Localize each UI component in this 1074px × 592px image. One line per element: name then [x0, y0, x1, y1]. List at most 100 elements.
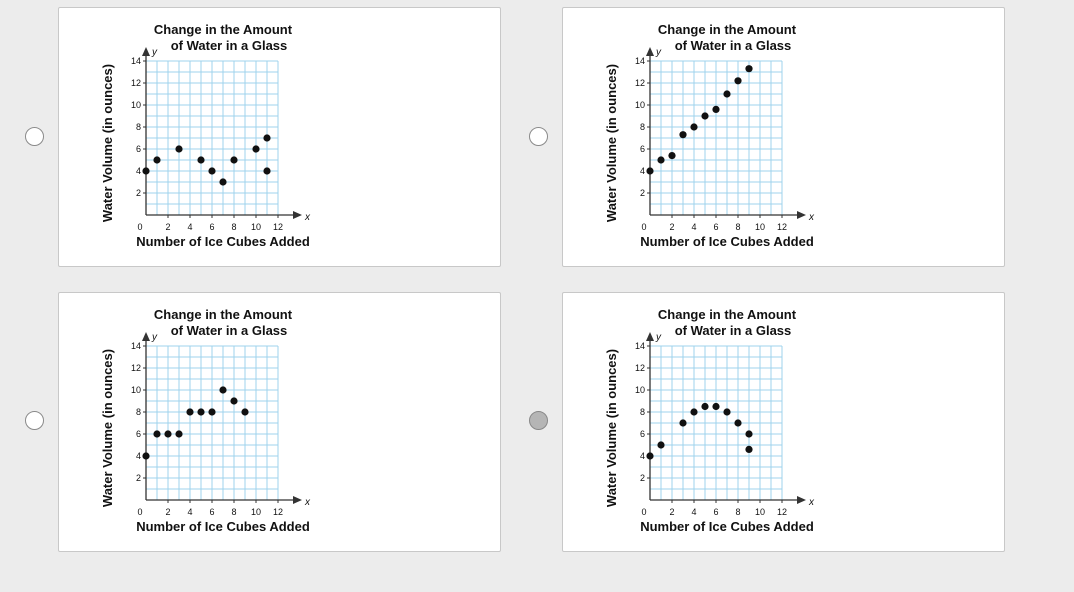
x-axis-letter: x [304, 212, 311, 223]
data-point [734, 77, 742, 85]
data-point [263, 167, 271, 175]
data-point [208, 408, 216, 416]
scatter-chart: x y 0 2 4 6 8 10 12 2 4 6 8 10 12 14 Change in the Amoun… [604, 307, 815, 534]
x-tick-label: 8 [231, 222, 236, 232]
option-4-radio[interactable] [529, 411, 548, 430]
y-tick-label: 14 [131, 341, 141, 351]
option-4-card[interactable]: x y 0 2 4 6 8 10 12 2 4 6 8 10 12 14 Change in the Amoun… [562, 292, 1005, 552]
y-axis-arrow [142, 332, 150, 341]
x-tick-label: 0 [137, 507, 142, 517]
option-1-card[interactable]: x y 0 2 4 6 8 10 12 2 4 6 8 10 12 14 Change in the Amoun… [58, 7, 501, 267]
option-2-radio[interactable] [529, 127, 548, 146]
x-tick-label: 6 [713, 507, 718, 517]
x-tick-label: 8 [735, 507, 740, 517]
x-tick-label: 12 [273, 507, 283, 517]
y-axis-label: Water Volume (in ounces) [100, 64, 115, 222]
chart-title-line-2: of Water in a Glass [675, 38, 792, 53]
option-2-card[interactable]: x y 0 2 4 6 8 10 12 2 4 6 8 10 12 14 Change in the Amoun… [562, 7, 1005, 267]
chart-title-line-1: Change in the Amount [154, 22, 293, 37]
option-3-radio[interactable] [25, 411, 44, 430]
data-point [745, 445, 753, 453]
x-tick-label: 2 [165, 507, 170, 517]
y-tick-label: 10 [131, 385, 141, 395]
data-point [263, 134, 271, 142]
x-tick-label: 2 [669, 222, 674, 232]
data-point [657, 156, 665, 164]
data-point [712, 402, 720, 411]
data-point [153, 156, 161, 164]
y-tick-label: 14 [131, 56, 141, 66]
y-tick-label: 12 [131, 363, 141, 373]
x-tick-label: 0 [641, 222, 646, 232]
x-axis-label: Number of Ice Cubes Added [136, 234, 310, 249]
x-tick-label: 12 [777, 507, 787, 517]
data-point [734, 419, 742, 427]
y-tick-label: 14 [635, 341, 645, 351]
data-point [690, 408, 698, 416]
data-point [219, 178, 227, 186]
data-point [241, 408, 249, 416]
y-tick-label: 4 [640, 451, 645, 461]
y-tick-label: 6 [136, 429, 141, 439]
y-tick-label: 10 [131, 100, 141, 110]
x-axis-label: Number of Ice Cubes Added [640, 234, 814, 249]
data-point [197, 156, 205, 164]
y-tick-label: 10 [635, 100, 645, 110]
y-tick-label: 8 [640, 407, 645, 417]
data-point [153, 430, 161, 438]
y-tick-label: 10 [635, 385, 645, 395]
x-tick-label: 10 [251, 222, 261, 232]
y-tick-label: 8 [136, 122, 141, 132]
y-axis-letter: y [655, 332, 662, 343]
x-axis-arrow [797, 496, 806, 504]
chart-title-line-1: Change in the Amount [154, 307, 293, 322]
chart-title-line-1: Change in the Amount [658, 307, 797, 322]
y-tick-label: 6 [136, 144, 141, 154]
data-point [701, 112, 709, 120]
scatter-chart: x y 0 2 4 6 8 10 12 2 4 6 8 10 12 14 Change in the Amoun… [604, 22, 815, 249]
data-point [186, 408, 194, 416]
y-tick-label: 12 [635, 363, 645, 373]
y-axis-label: Water Volume (in ounces) [100, 349, 115, 507]
data-point [208, 167, 216, 175]
option-1-radio[interactable] [25, 127, 44, 146]
data-point [219, 386, 227, 394]
chart-title-line-1: Change in the Amount [658, 22, 797, 37]
y-axis-letter: y [151, 47, 158, 58]
x-axis-label: Number of Ice Cubes Added [640, 519, 814, 534]
data-point [197, 408, 205, 416]
data-point [723, 408, 731, 416]
data-point [745, 65, 753, 73]
data-point [252, 145, 260, 153]
scatter-chart: x y 0 2 4 6 8 10 12 2 4 6 8 10 12 14 Change in the Amoun… [100, 307, 311, 534]
x-tick-label: 2 [165, 222, 170, 232]
x-tick-label: 8 [735, 222, 740, 232]
y-tick-label: 2 [640, 188, 645, 198]
x-tick-label: 6 [209, 222, 214, 232]
data-point [175, 145, 183, 153]
data-point [712, 105, 720, 113]
x-tick-label: 10 [755, 222, 765, 232]
y-axis-arrow [142, 47, 150, 56]
y-axis-letter: y [655, 47, 662, 58]
data-point [646, 452, 654, 460]
data-point [230, 156, 238, 164]
x-tick-label: 8 [231, 507, 236, 517]
data-point [745, 430, 753, 438]
y-tick-label: 6 [640, 429, 645, 439]
data-point [723, 90, 731, 98]
option-3-card[interactable]: x y 0 2 4 6 8 10 12 2 4 6 8 10 12 14 Change in the Amoun… [58, 292, 501, 552]
data-point [657, 441, 665, 449]
x-tick-label: 4 [691, 222, 696, 232]
scatter-chart: x y 0 2 4 6 8 10 12 2 4 6 8 10 12 14 Change in the Amoun… [100, 22, 311, 249]
y-axis-arrow [646, 47, 654, 56]
data-point [142, 452, 150, 460]
x-axis-label: Number of Ice Cubes Added [136, 519, 310, 534]
data-point [230, 397, 238, 405]
x-tick-label: 2 [669, 507, 674, 517]
x-axis-arrow [293, 496, 302, 504]
data-point [679, 131, 687, 139]
x-tick-label: 4 [187, 507, 192, 517]
data-point [690, 123, 698, 131]
x-axis-letter: x [808, 212, 815, 223]
